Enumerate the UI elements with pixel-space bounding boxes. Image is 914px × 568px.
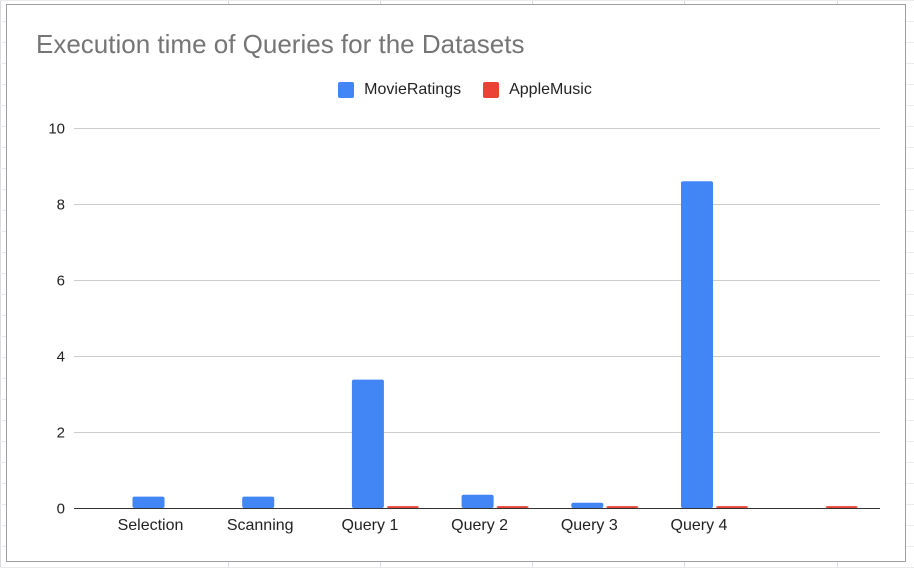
x-tick-label: Query 4 bbox=[671, 517, 728, 534]
legend-item-series-0[interactable]: MovieRatings bbox=[338, 81, 461, 99]
legend-swatch-series-0 bbox=[338, 82, 355, 98]
y-tick-label: 6 bbox=[57, 273, 65, 290]
bar-movieratings-3[interactable] bbox=[461, 494, 494, 508]
chart-container[interactable]: Execution time of Queries for the Datase… bbox=[6, 4, 906, 562]
y-tick-label: 0 bbox=[57, 501, 65, 518]
x-tick-label: Query 1 bbox=[341, 517, 398, 534]
legend-label-series-1: AppleMusic bbox=[509, 81, 592, 98]
legend-swatch-series-1 bbox=[483, 82, 500, 98]
bar-applemusic-5[interactable] bbox=[716, 506, 748, 508]
y-tick-label: 10 bbox=[48, 121, 65, 138]
x-tick-label: Scanning bbox=[227, 517, 294, 534]
y-tick-label: 2 bbox=[57, 425, 65, 442]
bar-applemusic-4[interactable] bbox=[606, 506, 639, 508]
legend-item-series-1[interactable]: AppleMusic bbox=[483, 81, 592, 99]
legend-label-series-0: MovieRatings bbox=[364, 81, 462, 98]
bar-applemusic-3[interactable] bbox=[496, 506, 529, 508]
bar-movieratings-0[interactable] bbox=[132, 496, 165, 508]
x-tick-label: Query 2 bbox=[451, 517, 508, 534]
x-tick-label: Query 3 bbox=[561, 517, 618, 534]
bar-applemusic-2[interactable] bbox=[386, 506, 419, 508]
bar-applemusic-6[interactable] bbox=[825, 506, 858, 508]
chart-title: Execution time of Queries for the Datase… bbox=[36, 29, 525, 59]
chart-plot-area: 0 2 4 6 8 10 Selection Scanning Query 1 Query 2 Qu… bbox=[48, 121, 880, 534]
bar-movieratings-1[interactable] bbox=[242, 496, 275, 508]
bar-movieratings-2[interactable] bbox=[351, 379, 384, 508]
bar-movieratings-4[interactable] bbox=[571, 502, 604, 508]
x-tick-label: Selection bbox=[118, 517, 184, 534]
chart-legend: MovieRatings AppleMusic bbox=[7, 81, 905, 99]
y-tick-label: 8 bbox=[57, 197, 65, 214]
bar-movieratings-5[interactable] bbox=[681, 181, 713, 508]
y-tick-label: 4 bbox=[57, 349, 65, 366]
